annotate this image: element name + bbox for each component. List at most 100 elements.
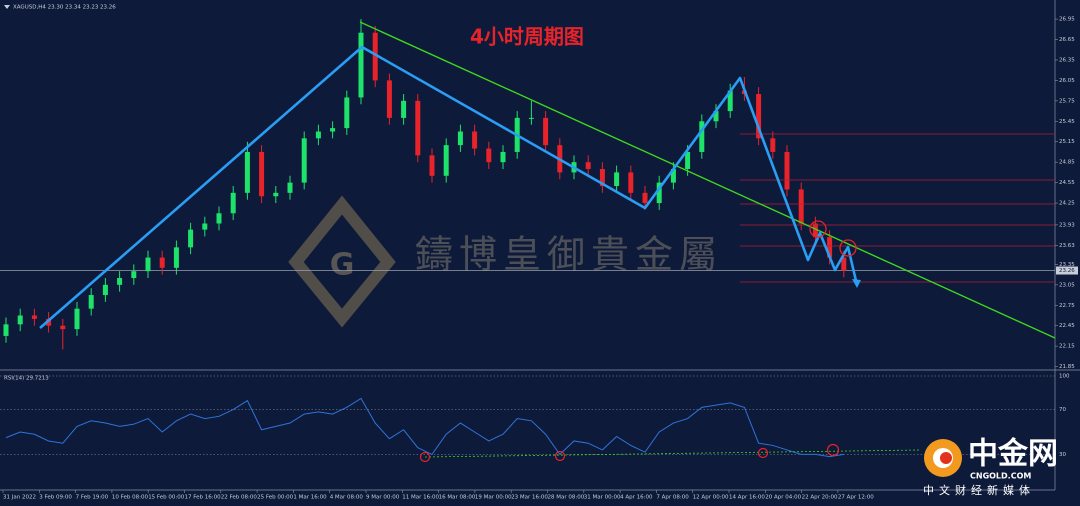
- watermark-text: 鑄博皇御貴金屬: [415, 233, 723, 277]
- watermark-logo: G: [288, 195, 396, 328]
- y-tick-label: 26.05: [1059, 78, 1075, 84]
- candle-body: [443, 145, 449, 176]
- candle-body: [827, 237, 833, 258]
- candle-body: [315, 131, 321, 139]
- x-tick-label: 19 Mar 00:00: [475, 495, 512, 501]
- x-tick-label: 23 Mar 16:00: [511, 495, 548, 501]
- x-tick-label: 7 Feb 19:00: [76, 495, 109, 501]
- candle-body: [117, 278, 123, 285]
- logo-diamond: [288, 195, 396, 328]
- x-tick-label: 25 Feb 00:00: [257, 495, 294, 501]
- y-tick-label: 25.75: [1059, 98, 1075, 104]
- y-tick-label: 24.85: [1059, 160, 1075, 166]
- candle-body: [699, 121, 705, 152]
- y-tick-label: 26.95: [1059, 17, 1075, 23]
- candle-body: [457, 131, 463, 146]
- x-tick-label: 17 Feb 16:00: [185, 495, 222, 501]
- candle-body: [145, 257, 151, 272]
- candle-body: [159, 257, 165, 268]
- candle-body: [88, 295, 94, 309]
- candle-body: [173, 247, 179, 268]
- rsi-tick-label: 100: [1059, 374, 1070, 380]
- brand: 中金网 CNGOLD.COM 中文财经新媒体: [923, 437, 1058, 498]
- candle-body: [17, 315, 23, 325]
- candle-body: [472, 131, 478, 149]
- candle-body: [216, 213, 222, 224]
- candle-body: [131, 271, 137, 279]
- brand-site: CNGOLD.COM: [970, 472, 1031, 481]
- brand-name: 中金网: [968, 437, 1058, 472]
- x-tick-label: 15 Feb 00:00: [148, 495, 185, 501]
- x-tick-label: 14 Apr 16:00: [729, 495, 765, 501]
- y-tick-label: 23.93: [1059, 222, 1075, 228]
- candle-body: [429, 155, 435, 176]
- x-tick-label: 10 Feb 08:00: [112, 495, 149, 501]
- brand-slogan: 中文财经新媒体: [923, 483, 1035, 497]
- candle-body: [543, 117, 549, 146]
- x-tick-label: 31 Jan 2022: [3, 495, 36, 501]
- candle-body: [46, 318, 52, 326]
- candle-body: [528, 117, 534, 119]
- trend-line: [359, 21, 1056, 339]
- x-tick-label: 4 Mar 08:00: [330, 495, 364, 501]
- candle-body: [273, 192, 279, 197]
- x-tick-label: 7 Apr 08:00: [656, 495, 689, 501]
- candle-body: [770, 138, 776, 152]
- candle-body: [287, 182, 293, 193]
- candle-body: [301, 138, 307, 183]
- candle-body: [259, 151, 265, 197]
- x-tick-label: 1 Mar 16:00: [293, 495, 327, 501]
- candle-body: [628, 172, 634, 193]
- candle-body: [756, 94, 762, 139]
- candle-body: [244, 151, 250, 193]
- y-tick-label: 25.45: [1059, 119, 1075, 125]
- y-tick-label: 24.25: [1059, 201, 1075, 207]
- candle-body: [841, 257, 847, 271]
- x-tick-label: 11 Mar 16:00: [402, 495, 439, 501]
- highlight-circle: [809, 220, 827, 238]
- candle-body: [60, 325, 66, 330]
- rsi-tick-label: 30: [1059, 452, 1066, 458]
- candle-body: [486, 148, 492, 163]
- y-tick-label: 26.35: [1059, 57, 1075, 63]
- candle-body: [358, 32, 364, 98]
- candle-body: [188, 229, 194, 248]
- y-tick-label: 24.55: [1059, 180, 1075, 186]
- brand-icon: [940, 452, 952, 464]
- candle-body: [102, 284, 108, 296]
- candle-body: [415, 100, 421, 156]
- x-tick-label: 22 Apr 20:00: [802, 495, 838, 501]
- candle-body: [500, 151, 506, 163]
- rsi-line: [5, 397, 844, 458]
- menu-icon[interactable]: [4, 5, 10, 9]
- candle-body: [401, 100, 407, 118]
- rsi-circle: [554, 450, 566, 462]
- y-tick-label: 21.85: [1059, 364, 1075, 370]
- y-tick-label: 23.05: [1059, 282, 1075, 288]
- x-tick-label: 28 Mar 08:00: [548, 495, 585, 501]
- candle-body: [230, 192, 236, 214]
- y-tick-label: 22.75: [1059, 303, 1075, 309]
- rsi-tick-label: 70: [1059, 407, 1066, 413]
- candle-body: [670, 168, 676, 183]
- x-tick-label: 31 Mar 00:00: [584, 495, 621, 501]
- candle-body: [74, 308, 80, 330]
- x-tick-label: 4 Apr 16:00: [620, 495, 653, 501]
- rsi-circle: [757, 447, 769, 459]
- candle-body: [713, 111, 719, 122]
- x-tick-label: 16 Mar 08:00: [439, 495, 476, 501]
- chart-title: 4小时周期图: [470, 25, 584, 49]
- y-tick-label: 22.15: [1059, 344, 1075, 350]
- candle-body: [642, 192, 648, 204]
- x-tick-label: 12 Apr 00:00: [693, 495, 729, 501]
- last-price-label: 23.26: [1059, 268, 1075, 274]
- highlight-circle: [839, 239, 857, 257]
- header: XAGUSD,H4 23.30 23.34 23.23 23.26: [13, 5, 116, 11]
- candle-body: [685, 151, 691, 169]
- candle-body: [202, 223, 208, 230]
- fib-lines: [740, 133, 1055, 283]
- candle-body: [344, 97, 350, 129]
- x-tick-label: 20 Apr 04:00: [765, 495, 801, 501]
